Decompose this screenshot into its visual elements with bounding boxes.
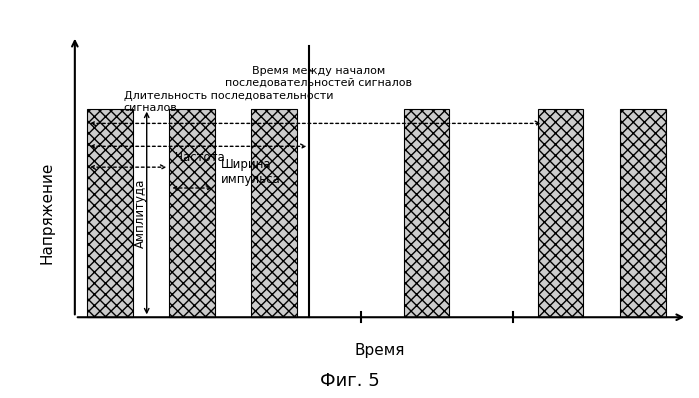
Text: Длительность последовательности
сигналов: Длительность последовательности сигналов: [124, 91, 333, 113]
Bar: [169, 109, 215, 317]
Text: Напряжение: Напряжение: [40, 162, 55, 264]
Text: Время между началом
последовательностей сигналов: Время между началом последовательностей …: [225, 66, 412, 88]
Text: Частота: Частота: [175, 151, 225, 164]
Bar: [252, 109, 297, 317]
Text: Время: Время: [354, 343, 405, 358]
Bar: [87, 109, 133, 317]
Bar: [620, 109, 665, 317]
Bar: [404, 109, 449, 317]
Text: Амплитуда: Амплитуда: [134, 178, 147, 248]
Text: Ширина
импульса: Ширина импульса: [221, 158, 281, 186]
Bar: [538, 109, 584, 317]
Text: Фиг. 5: Фиг. 5: [319, 372, 380, 390]
